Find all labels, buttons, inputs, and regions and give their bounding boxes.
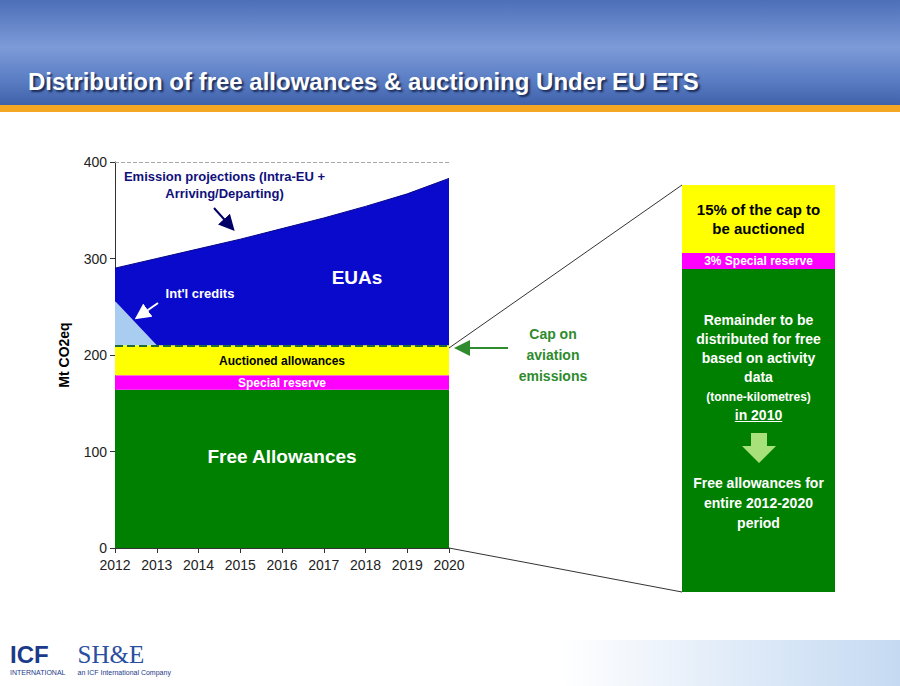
svg-text:2017: 2017 (308, 557, 339, 573)
svg-text:200: 200 (84, 347, 108, 363)
html-text:15% of the cap to be auctioned: 15% of the cap to be auctioned (696, 201, 821, 237)
svg-text:2016: 2016 (266, 557, 297, 573)
html-text:Distribution of free allowance: Distribution of free allowances & auctio… (28, 68, 699, 95)
html-text:ICF: ICF (10, 641, 49, 668)
html-text:in 2010: in 2010 (734, 407, 783, 423)
html-text:Free allowances for entire 201: Free allowances for entire 2012-2020 per… (693, 475, 824, 531)
html-text:(tonne-kilometres): (tonne-kilometres) (706, 390, 811, 404)
html-text:Free Allowances: Free Allowances (207, 446, 357, 467)
html-text:SH&E: SH&E (77, 641, 145, 668)
svg-text:2013: 2013 (141, 557, 172, 573)
svg-text:2015: 2015 (225, 557, 256, 573)
html-text:Cap on aviation emissions: Cap on aviation emissions (518, 326, 588, 384)
svg-text:2019: 2019 (392, 557, 423, 573)
svg-text:2020: 2020 (433, 557, 464, 573)
svg-text:2014: 2014 (183, 557, 214, 573)
html-text:EUAs: EUAs (331, 267, 383, 288)
html-text:an ICF International Company: an ICF International Company (77, 669, 171, 676)
html-text:Auctioned allowances: Auctioned allowances (219, 354, 345, 368)
svg-text:300: 300 (84, 251, 108, 267)
svg-text:100: 100 (84, 444, 108, 460)
html-text:Remainder to be distributed fo: Remainder to be distributed for free bas… (696, 312, 821, 385)
html-text:3% Special reserve: 3% Special reserve (704, 254, 813, 268)
svg-text:Mt CO2eq: Mt CO2eq (56, 322, 72, 387)
svg-text:2018: 2018 (350, 557, 381, 573)
svg-text:2012: 2012 (99, 557, 130, 573)
html-text:INTERNATIONAL: INTERNATIONAL (10, 669, 66, 676)
svg-text:400: 400 (84, 154, 108, 170)
html-text:Emission projections (Intra-EU: Emission projections (Intra-EU + Arrivin… (123, 169, 326, 201)
html-text:Int'l credits: Int'l credits (165, 285, 235, 301)
html-text:Special reserve: Special reserve (238, 376, 326, 390)
svg-text:0: 0 (99, 540, 107, 556)
